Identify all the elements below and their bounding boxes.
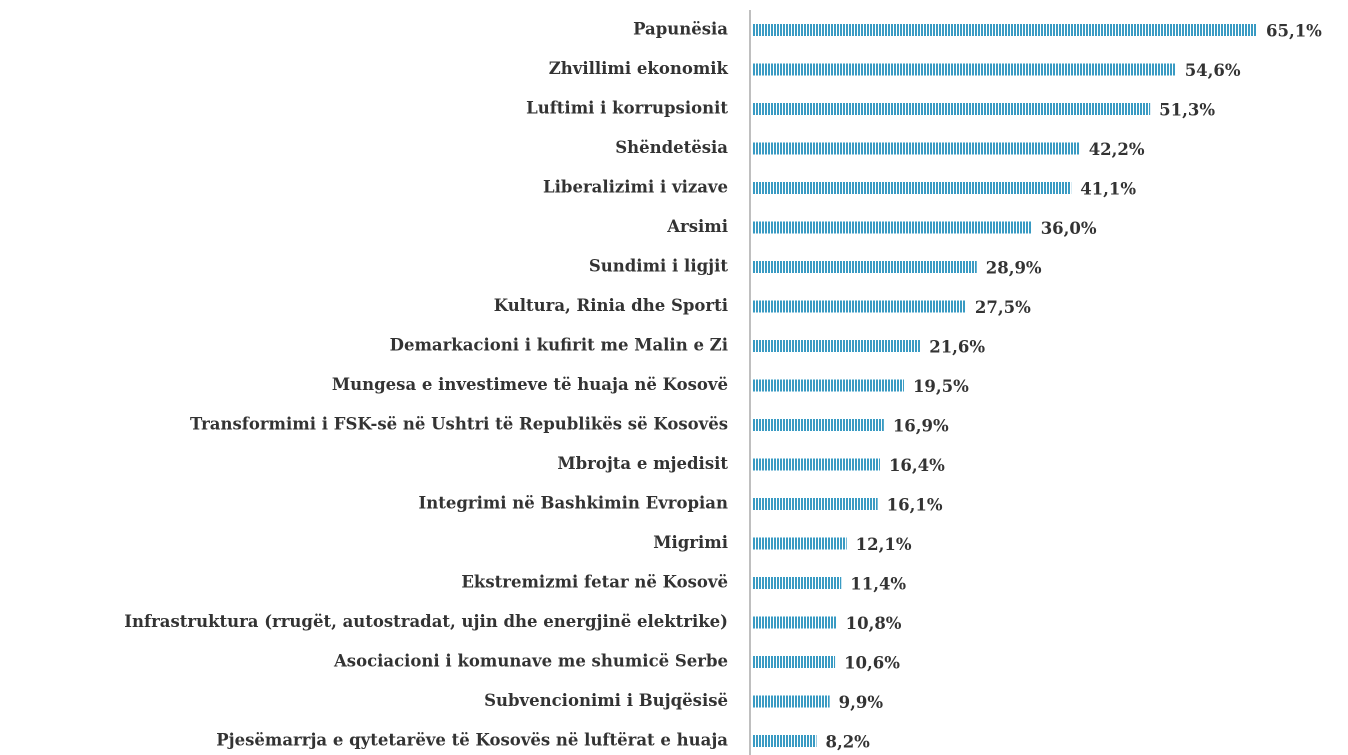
category-label: Infrastruktura (rrugët, autostradat, uji… (124, 612, 728, 631)
category-label: Subvencionimi i Bujqësisë (484, 691, 728, 710)
bar (753, 142, 1080, 155)
bar (753, 656, 836, 668)
value-label: 16,4% (889, 456, 945, 475)
category-label: Asociacioni i komunave me shumicë Serbe (333, 652, 728, 671)
bar (753, 340, 921, 352)
bar (753, 498, 878, 510)
category-label: Transformimi i FSK-së në Ushtri të Repub… (190, 415, 728, 434)
value-label: 11,4% (850, 575, 906, 594)
bar (753, 458, 880, 471)
value-label: 28,9% (986, 259, 1042, 278)
bar (753, 616, 837, 629)
category-label: Mbrojta e mjedisit (557, 454, 728, 473)
value-label: 36,0% (1041, 219, 1097, 238)
category-label: Arsimi (666, 217, 728, 236)
value-label: 16,1% (887, 496, 943, 515)
value-label: 51,3% (1159, 101, 1215, 120)
bar (753, 182, 1072, 194)
bar (753, 103, 1151, 115)
value-label: 21,6% (929, 338, 985, 357)
category-label: Ekstremizmi fetar në Kosovë (461, 573, 728, 592)
value-label: 41,1% (1080, 180, 1136, 199)
bar (753, 577, 842, 589)
bar (753, 695, 830, 708)
category-label: Papunësia (633, 20, 728, 39)
category-label: Kultura, Rinia dhe Sporti (494, 296, 728, 315)
value-label: 12,1% (856, 535, 912, 554)
bar (753, 63, 1176, 76)
bar (753, 419, 884, 431)
category-label: Liberalizimi i vizave (543, 178, 728, 197)
value-label: 16,9% (893, 417, 949, 436)
category-label: Zhvillimi ekonomik (549, 59, 729, 78)
category-label: Migrimi (653, 533, 728, 552)
category-label: Integrimi në Bashkimin Evropian (419, 494, 729, 513)
bar (753, 24, 1257, 36)
value-label: 54,6% (1185, 61, 1241, 80)
category-label: Luftimi i korrupsionit (526, 99, 728, 118)
category-label: Sundimi i ligjit (589, 257, 729, 276)
value-label: 8,2% (825, 733, 870, 752)
bar (753, 300, 966, 313)
bar (753, 221, 1032, 234)
value-label: 42,2% (1089, 140, 1145, 159)
bar (753, 261, 977, 273)
bar (753, 735, 817, 747)
value-label: 10,6% (844, 654, 900, 673)
value-label: 10,8% (846, 614, 902, 633)
bar (753, 379, 904, 392)
category-label: Shëndetësia (615, 138, 728, 157)
category-label: Demarkacioni i kufirit me Malin e Zi (390, 336, 728, 355)
bar (753, 537, 847, 550)
value-label: 65,1% (1266, 22, 1322, 41)
value-label: 9,9% (839, 693, 884, 712)
value-label: 27,5% (975, 298, 1031, 317)
category-label: Pjesëmarrja e qytetarëve të Kosovës në l… (216, 731, 728, 750)
value-label: 19,5% (913, 377, 969, 396)
category-label: Mungesa e investimeve të huaja në Kosovë (332, 375, 728, 394)
